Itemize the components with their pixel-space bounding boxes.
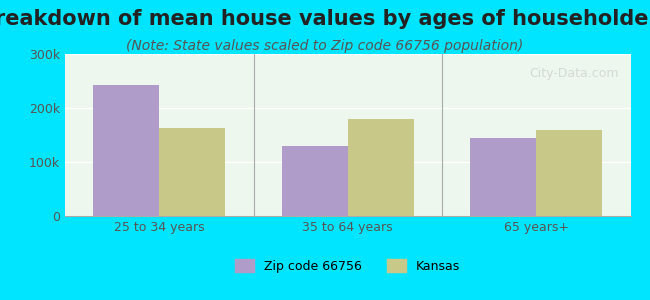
Bar: [470, 138, 536, 216]
Text: City-Data.com: City-Data.com: [530, 67, 619, 80]
Bar: [348, 119, 413, 216]
Bar: [94, 85, 159, 216]
Bar: [159, 128, 225, 216]
Text: (Note: State values scaled to Zip code 66756 population): (Note: State values scaled to Zip code 6…: [126, 39, 524, 53]
Text: Breakdown of mean house values by ages of householders: Breakdown of mean house values by ages o…: [0, 9, 650, 29]
Legend: Zip code 66756, Kansas: Zip code 66756, Kansas: [231, 254, 465, 278]
Bar: [536, 130, 602, 216]
Bar: [281, 146, 348, 216]
